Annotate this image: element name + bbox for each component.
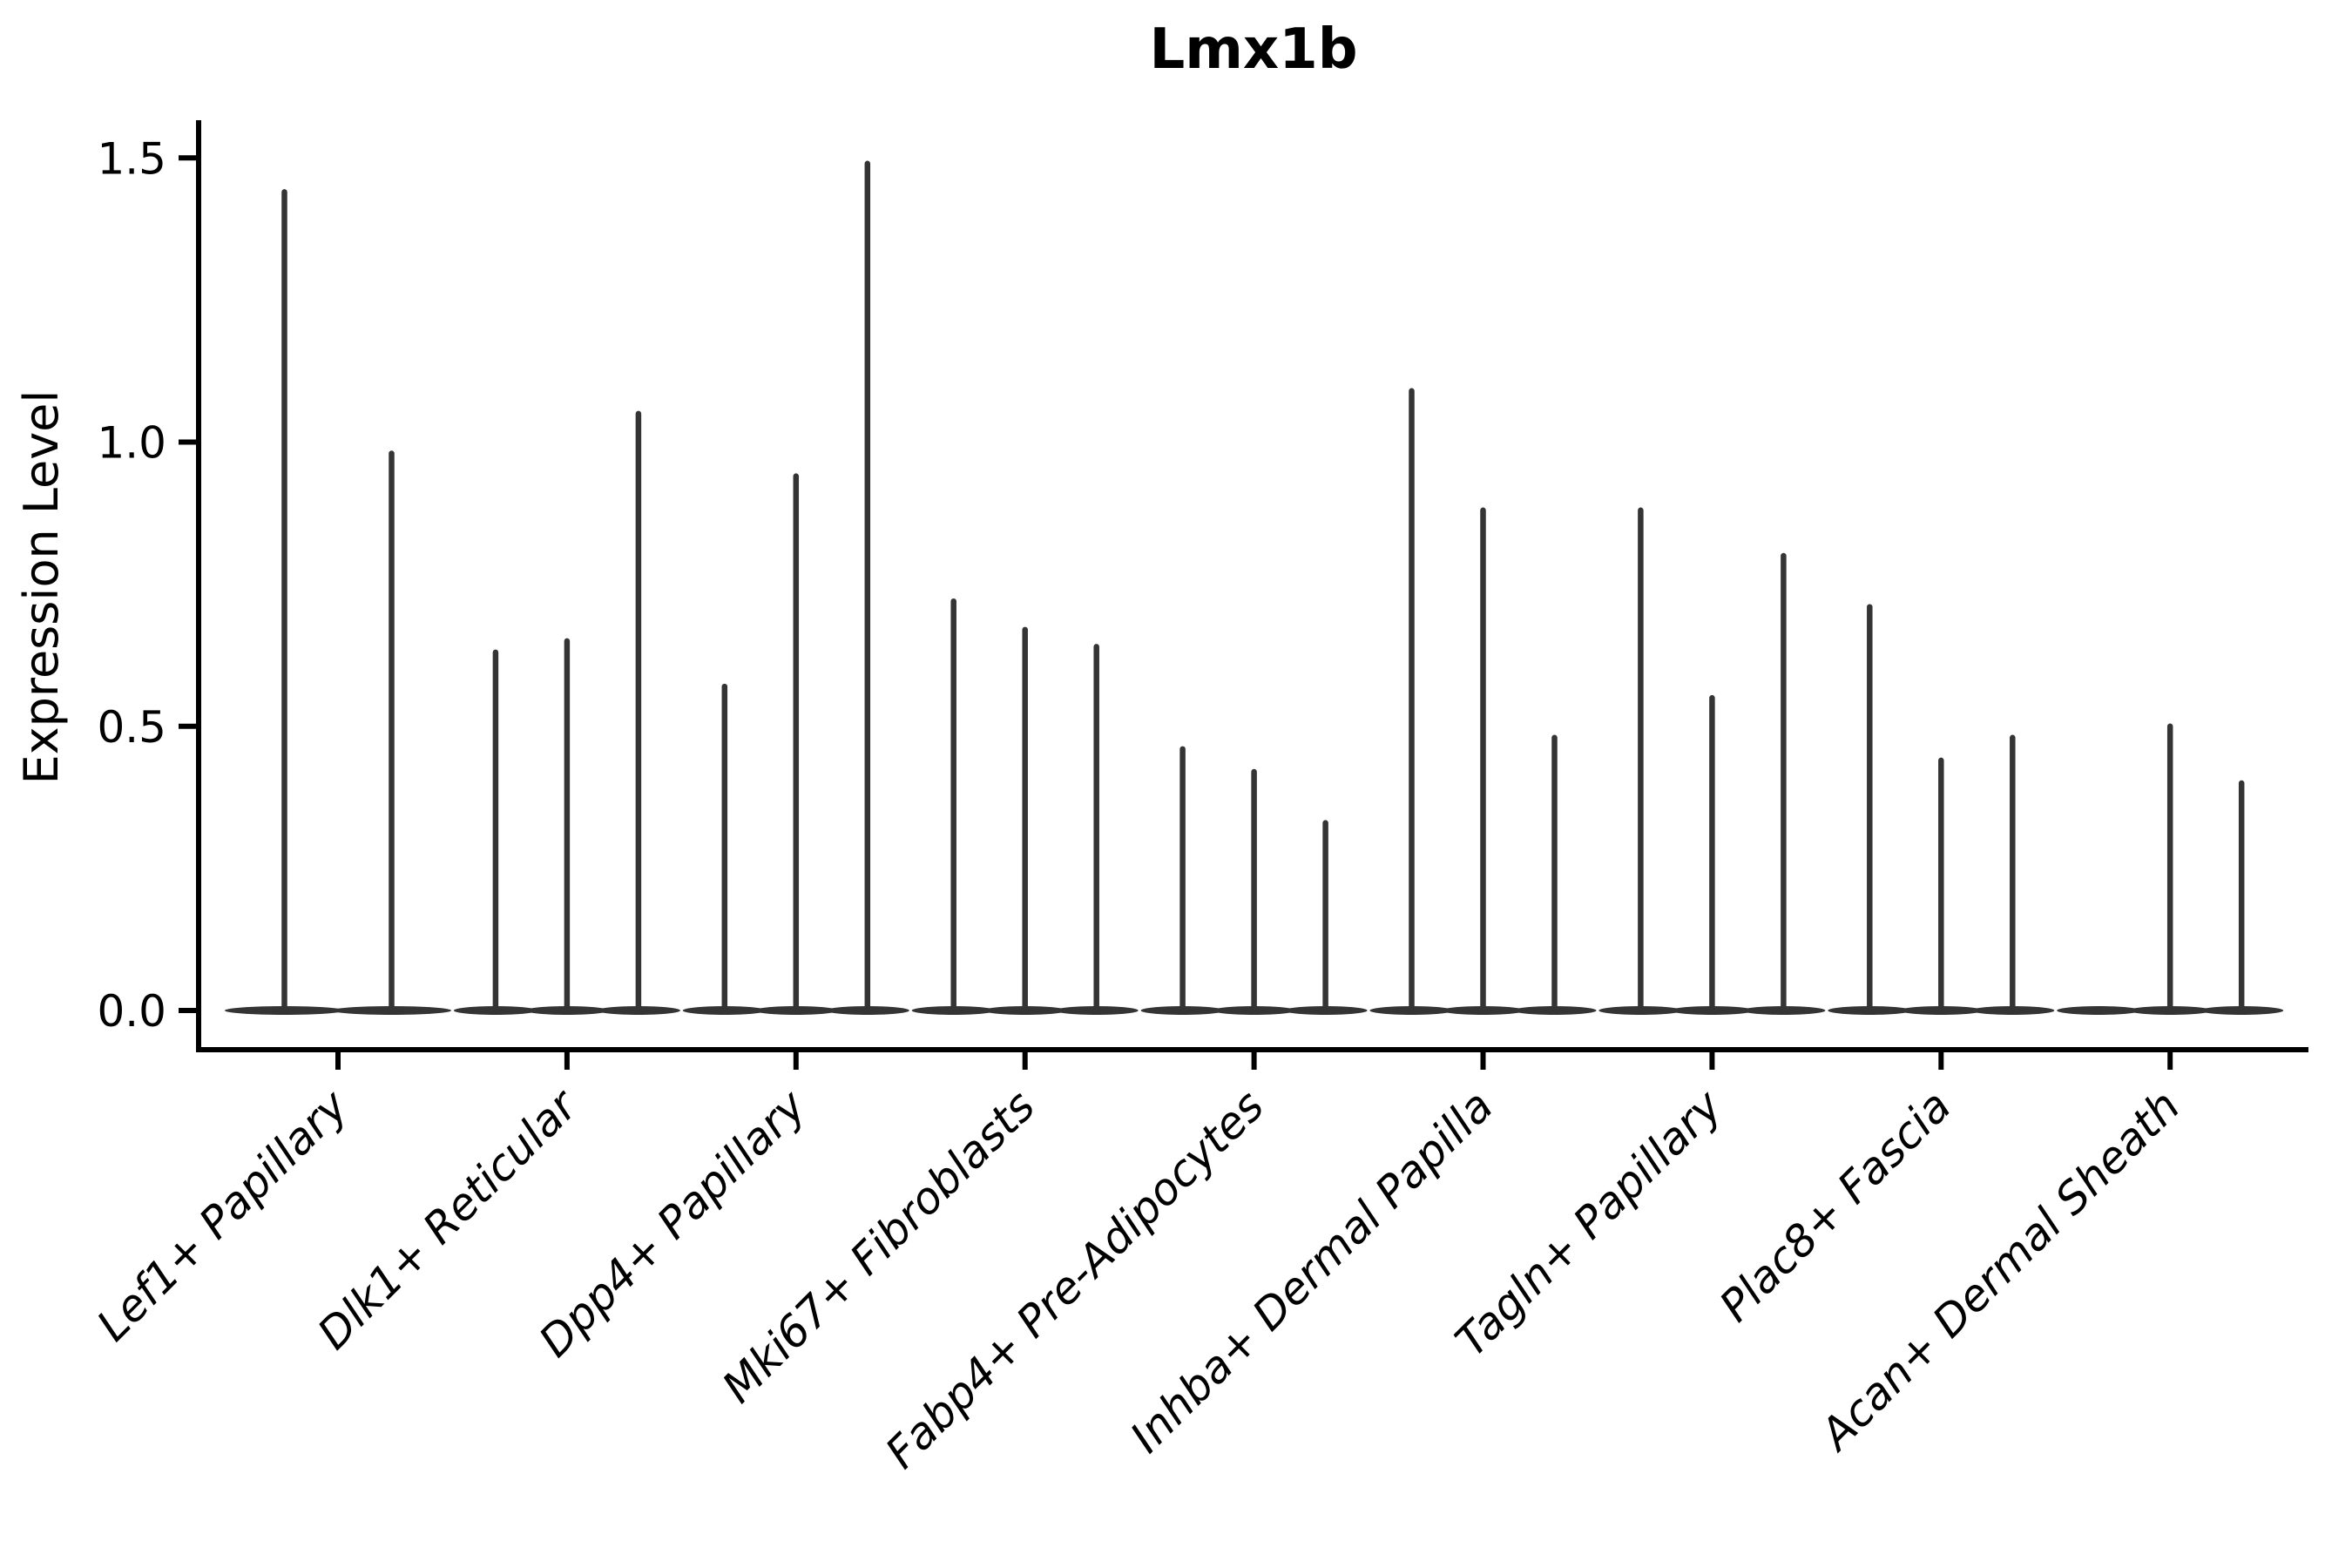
x-tick-label: Inhba+ Dermal Papilla [1121, 1080, 1503, 1462]
x-tick-label: Lef1+ Papillary [87, 1079, 358, 1350]
x-tick-label: Acan+ Dermal Sheath [1809, 1080, 2190, 1461]
x-tick-label: Fabp4+ Pre-Adipocytes [876, 1080, 1274, 1478]
violin-body [2057, 1006, 2141, 1015]
y-axis-ticks: 0.0 0.5 1.0 1.5 [97, 133, 196, 1037]
y-tick-label: 1.5 [97, 133, 166, 184]
x-tick-label: Plac8+ Fascia [1710, 1080, 1961, 1331]
chart-title: Lmx1b [1149, 17, 1357, 82]
y-tick-label: 0.0 [97, 986, 166, 1037]
y-tick-label: 1.0 [97, 418, 166, 469]
y-axis-label: Expression Level [14, 390, 69, 785]
violins-layer [225, 160, 2284, 1015]
axes-layer [196, 120, 2308, 1052]
y-tick-label: 0.5 [97, 702, 166, 753]
